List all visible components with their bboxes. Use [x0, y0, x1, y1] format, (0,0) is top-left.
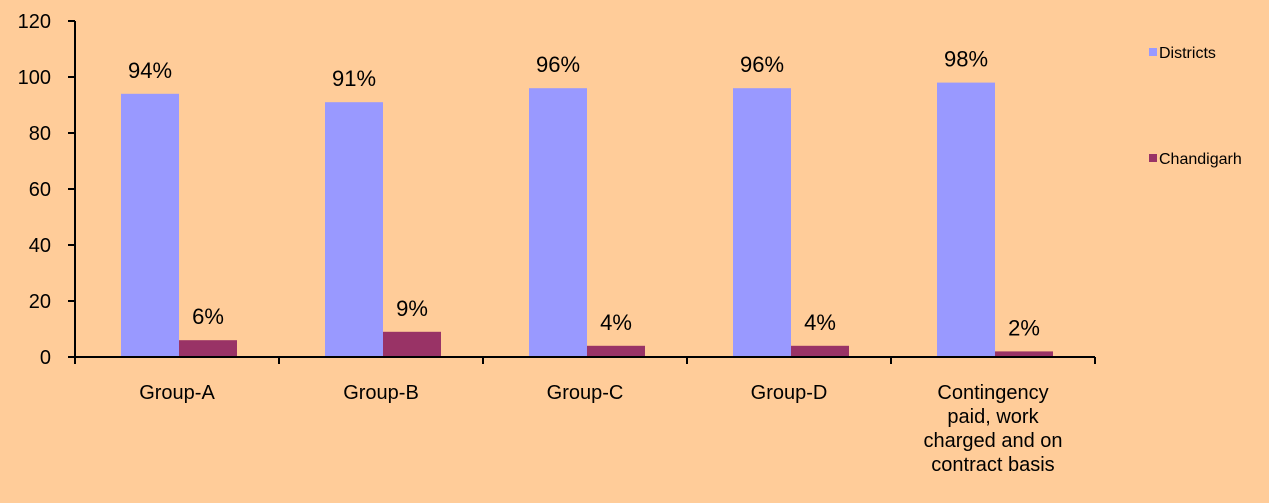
data-label-districts-5: 98%: [944, 47, 988, 72]
bar-districts-3: [529, 88, 587, 357]
legend: Districts Chandigarh: [1149, 45, 1242, 168]
data-label-chandigarh-4: 4%: [804, 310, 836, 335]
y-tick-label-80: 80: [29, 123, 51, 145]
data-label-chandigarh-5: 2%: [1008, 315, 1040, 340]
data-label-chandigarh-1: 6%: [192, 304, 224, 329]
labels-layer: 94% 91% 96% 96% 98% 6% 9% 4% 4% 2% 0 20 40 60 80 100 120…: [18, 11, 1063, 476]
bar-districts-2: [325, 102, 383, 357]
bar-chandigarh-4: [791, 345, 849, 357]
legend-label-chandigarh: Chandigarh: [1159, 151, 1242, 168]
x-category-label-line: contract basis: [931, 454, 1054, 476]
x-category-label-5: Contingency paid, work charged and on contr…: [923, 382, 1062, 476]
bar-districts-1: [121, 93, 179, 358]
x-category-label-4: Group-D: [751, 382, 828, 404]
x-category-label-line: Contingency: [937, 382, 1048, 404]
bar-districts-5: [937, 82, 995, 357]
y-tick-label-40: 40: [29, 235, 51, 257]
x-category-label-3: Group-C: [547, 382, 624, 404]
x-category-label-line: Group-D: [751, 382, 828, 404]
bar-chandigarh-1: [179, 340, 237, 357]
y-tick-label-120: 120: [18, 11, 51, 33]
legend-label-districts: Districts: [1159, 45, 1216, 62]
y-tick-label-60: 60: [29, 179, 51, 201]
axes-layer: [68, 20, 1096, 364]
y-tick-label-0: 0: [40, 347, 51, 369]
x-category-label-line: Group-C: [547, 382, 624, 404]
data-label-chandigarh-2: 9%: [396, 296, 428, 321]
legend-swatch-chandigarh: [1149, 154, 1157, 162]
bars-layer: [121, 82, 1053, 358]
data-label-chandigarh-3: 4%: [600, 310, 632, 335]
x-category-label-2: Group-B: [343, 382, 419, 404]
x-category-label-1: Group-A: [139, 382, 215, 404]
y-tick-label-20: 20: [29, 291, 51, 313]
x-category-label-line: Group-B: [343, 382, 419, 404]
x-category-label-line: charged and on: [923, 430, 1062, 452]
legend-swatch-districts: [1149, 48, 1157, 56]
bar-districts-4: [733, 88, 791, 357]
y-tick-label-100: 100: [18, 67, 51, 89]
data-label-districts-4: 96%: [740, 52, 784, 77]
bar-chandigarh-2: [383, 331, 441, 357]
bar-chandigarh-3: [587, 345, 645, 357]
data-label-districts-2: 91%: [332, 66, 376, 91]
data-label-districts-1: 94%: [128, 58, 172, 83]
data-label-districts-3: 96%: [536, 52, 580, 77]
bar-chandigarh-5: [995, 351, 1053, 357]
x-category-label-line: paid, work: [947, 406, 1039, 428]
x-category-label-line: Group-A: [139, 382, 215, 404]
